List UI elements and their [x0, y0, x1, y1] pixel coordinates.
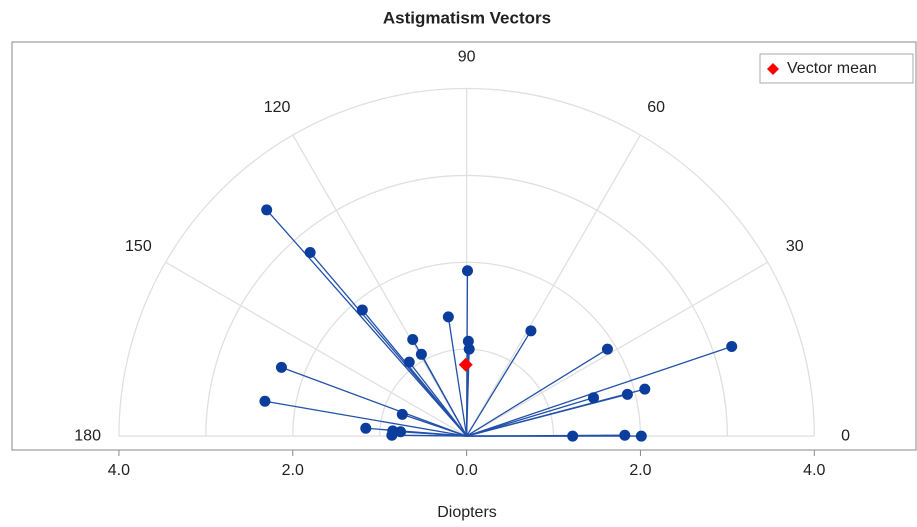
- vector: [466, 348, 608, 437]
- spoke: [466, 134, 642, 437]
- x-tick-label: 0.0: [455, 462, 477, 479]
- point: [360, 422, 372, 434]
- point: [275, 361, 287, 373]
- x-tick-label: 2.0: [282, 462, 304, 479]
- mean-marker: [458, 357, 473, 372]
- legend-marker: [767, 63, 779, 75]
- vector: [466, 393, 628, 437]
- point: [567, 430, 579, 442]
- vector: [420, 353, 468, 437]
- point: [403, 356, 415, 368]
- point: [588, 392, 600, 404]
- angle-label: 90: [458, 48, 476, 65]
- x-tick-label: 2.0: [629, 462, 651, 479]
- angle-label: 60: [647, 99, 665, 116]
- vector: [266, 209, 468, 437]
- vector: [402, 413, 467, 437]
- spoke: [165, 261, 467, 437]
- angle-label: 150: [125, 238, 152, 255]
- vector: [361, 309, 468, 437]
- angle-label: 120: [264, 99, 291, 116]
- point: [386, 429, 398, 441]
- angle-label: 30: [786, 238, 804, 255]
- x-tick-label: 4.0: [108, 462, 130, 479]
- vector: [408, 361, 468, 437]
- x-axis-label: Diopters: [437, 504, 497, 521]
- point: [259, 395, 271, 407]
- point: [415, 348, 427, 360]
- point: [619, 429, 631, 441]
- vector: [281, 366, 467, 437]
- vector: [264, 400, 467, 437]
- vector: [447, 316, 468, 437]
- vector: [466, 330, 532, 437]
- point: [726, 340, 738, 352]
- angle-label: 0: [841, 427, 850, 444]
- point: [461, 265, 473, 277]
- point: [442, 311, 454, 323]
- point: [261, 204, 273, 216]
- spoke: [466, 261, 769, 437]
- x-tick-label: 4.0: [803, 462, 825, 479]
- spoke: [292, 134, 468, 437]
- point: [525, 325, 537, 337]
- point: [635, 430, 647, 442]
- point: [356, 304, 368, 316]
- angle-label: 180: [74, 427, 101, 444]
- legend-label: Vector mean: [787, 60, 877, 77]
- point: [304, 247, 316, 259]
- point: [396, 408, 408, 420]
- vector: [466, 345, 732, 437]
- point: [639, 383, 651, 395]
- vector: [466, 397, 594, 437]
- point: [463, 343, 475, 355]
- point: [395, 426, 407, 438]
- point: [407, 334, 419, 346]
- point: [621, 388, 633, 400]
- chart-title: Astigmatism Vectors: [383, 8, 551, 27]
- point: [601, 343, 613, 355]
- legend-box: [759, 53, 914, 84]
